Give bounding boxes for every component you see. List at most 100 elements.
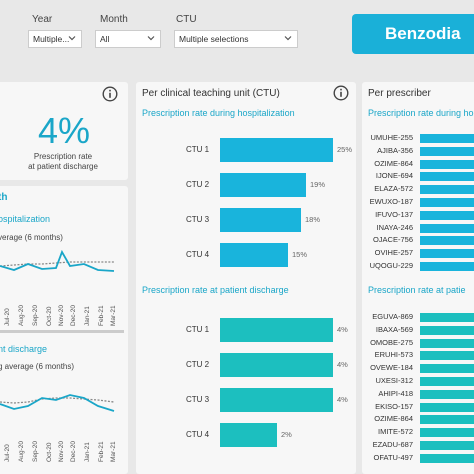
- ctu-bar-value: 4%: [337, 360, 348, 369]
- info-icon[interactable]: [333, 85, 349, 101]
- moving-average-line: [0, 397, 115, 404]
- x-tick: Aug-20: [18, 441, 25, 462]
- ctu-disc-subtitle: Prescription rate at patient discharge: [142, 285, 289, 295]
- prescriber-bar[interactable]: [420, 134, 474, 143]
- ctu-bar-value: 4%: [337, 325, 348, 334]
- prescriber-label: OVIHE-257: [374, 248, 413, 258]
- x-tick: Jul-20: [4, 308, 11, 326]
- trend-disc-title: nt discharge: [0, 344, 48, 354]
- chevron-down-icon: [147, 36, 155, 41]
- prescriber-bar[interactable]: [420, 236, 474, 246]
- trend-disc-avg-label: g average (6 months): [0, 362, 75, 371]
- prescriber-bar[interactable]: [420, 364, 474, 374]
- ctu-bar[interactable]: [220, 173, 306, 197]
- ctu-bar[interactable]: [220, 318, 333, 342]
- kpi-caption-line-2: at patient discharge: [28, 162, 98, 171]
- ctu-select[interactable]: Multiple selections: [174, 30, 298, 48]
- ctu-row-label: CTU 4: [186, 430, 210, 439]
- x-tick: Dec-20: [70, 305, 77, 326]
- x-tick: Feb-21: [98, 305, 105, 326]
- ctu-bar[interactable]: [220, 388, 333, 412]
- prescriber-bar[interactable]: [420, 172, 474, 182]
- prescriber-label: ELAZA-572: [374, 184, 413, 194]
- ctu-select-value: Multiple selections: [179, 34, 249, 44]
- prescriber-label: OJACE-756: [372, 235, 413, 245]
- prescriber-bar[interactable]: [420, 223, 474, 233]
- month-select[interactable]: All: [95, 30, 161, 48]
- x-tick: Sep-20: [32, 305, 39, 326]
- prescriber-bar[interactable]: [420, 249, 474, 259]
- trend-title: th: [0, 192, 8, 203]
- x-tick: Feb-21: [98, 441, 105, 462]
- prescriber-bar[interactable]: [420, 159, 474, 169]
- x-tick: Mar-21: [110, 441, 117, 462]
- prescriber-bar[interactable]: [420, 441, 474, 450]
- kpi-panel: [0, 82, 128, 180]
- prescriber-label: AJIBA-356: [377, 145, 413, 155]
- prescriber-label: OZIME-864: [374, 414, 413, 424]
- prescriber-bar[interactable]: [420, 210, 474, 220]
- discharge-trend-chart: [0, 394, 115, 412]
- prescriber-bar[interactable]: [420, 313, 474, 322]
- ctu-bar[interactable]: [220, 243, 288, 267]
- prescriber-bar[interactable]: [420, 325, 474, 335]
- prescriber-bar[interactable]: [420, 185, 474, 195]
- prescriber-bar[interactable]: [420, 262, 474, 271]
- ctu-bar[interactable]: [220, 423, 277, 447]
- trend-hosp-title: ospitalization: [0, 214, 51, 224]
- prescriber-bar[interactable]: [420, 389, 474, 399]
- month-label: Month: [100, 14, 128, 25]
- x-tick: Oct-20: [46, 442, 53, 462]
- hospitalization-trend-chart: [0, 249, 115, 272]
- ctu-bar[interactable]: [220, 353, 333, 377]
- x-tick: Oct-20: [46, 306, 53, 326]
- ctu-bar-value: 19%: [310, 180, 326, 189]
- prescriber-label: EZADU-687: [372, 440, 413, 449]
- ctu-bar[interactable]: [220, 138, 333, 162]
- prescriber-label: OFATU-497: [373, 452, 413, 462]
- prescriber-label: IBAXA-569: [375, 324, 413, 334]
- prescriber-label: EWUXO-187: [369, 197, 413, 206]
- ctu-bar-value: 15%: [292, 250, 308, 259]
- info-icon[interactable]: [102, 86, 118, 102]
- x-tick: Aug-20: [18, 305, 25, 326]
- prescriber-label: IJONE-694: [375, 171, 413, 181]
- ctu-hosp-subtitle: Prescription rate during hospitalization: [142, 108, 295, 118]
- x-tick: Jan-21: [84, 442, 91, 462]
- prescriber-bar[interactable]: [420, 351, 474, 361]
- prescriber-label: EGUVA-869: [372, 312, 413, 321]
- ctu-row-label: CTU 1: [186, 325, 210, 334]
- ctu-bar[interactable]: [220, 208, 301, 232]
- ctu-label: CTU: [176, 14, 197, 25]
- chevron-down-icon: [68, 36, 76, 41]
- prescriber-bar[interactable]: [420, 415, 474, 425]
- prescriber-bar[interactable]: [420, 198, 474, 207]
- prescriber-label: IFUVO-137: [375, 209, 413, 219]
- ctu-bar-value: 2%: [281, 430, 292, 439]
- prescriber-bar[interactable]: [420, 338, 474, 348]
- prescriber-label: UXESI-312: [375, 376, 413, 385]
- x-tick: Mar-21: [110, 305, 117, 326]
- trend-hosp-avg-label: verage (6 months): [0, 233, 63, 242]
- scrollbar[interactable]: [0, 330, 124, 333]
- ctu-row-label: CTU 4: [186, 250, 210, 259]
- year-select[interactable]: Multiple...: [28, 30, 82, 48]
- kpi-caption-line-1: Prescription rate: [33, 152, 93, 161]
- prescriber-label: UMUHE-255: [370, 133, 413, 142]
- prescriber-label: IMITE-572: [377, 427, 413, 437]
- ctu-row-label: CTU 2: [186, 180, 210, 189]
- prescriber-disc-subtitle: Prescription rate at patie: [368, 285, 466, 295]
- prescriber-label: OVEWE-184: [370, 363, 413, 373]
- prescriber-bar[interactable]: [420, 377, 474, 386]
- prescriber-bar[interactable]: [420, 402, 474, 412]
- prescriber-hosp-subtitle: Prescription rate during ho: [368, 108, 474, 118]
- year-select-value: Multiple...: [33, 34, 70, 44]
- prescriber-label: AHIPI-418: [378, 388, 413, 398]
- prescriber-label: OZIME-864: [374, 158, 413, 168]
- ctu-row-label: CTU 3: [186, 215, 210, 224]
- moving-average-line: [0, 261, 114, 267]
- prescriber-bar[interactable]: [420, 146, 474, 156]
- prescriber-bar[interactable]: [420, 453, 474, 463]
- prescriber-bar[interactable]: [420, 428, 474, 438]
- month-select-value: All: [100, 34, 110, 44]
